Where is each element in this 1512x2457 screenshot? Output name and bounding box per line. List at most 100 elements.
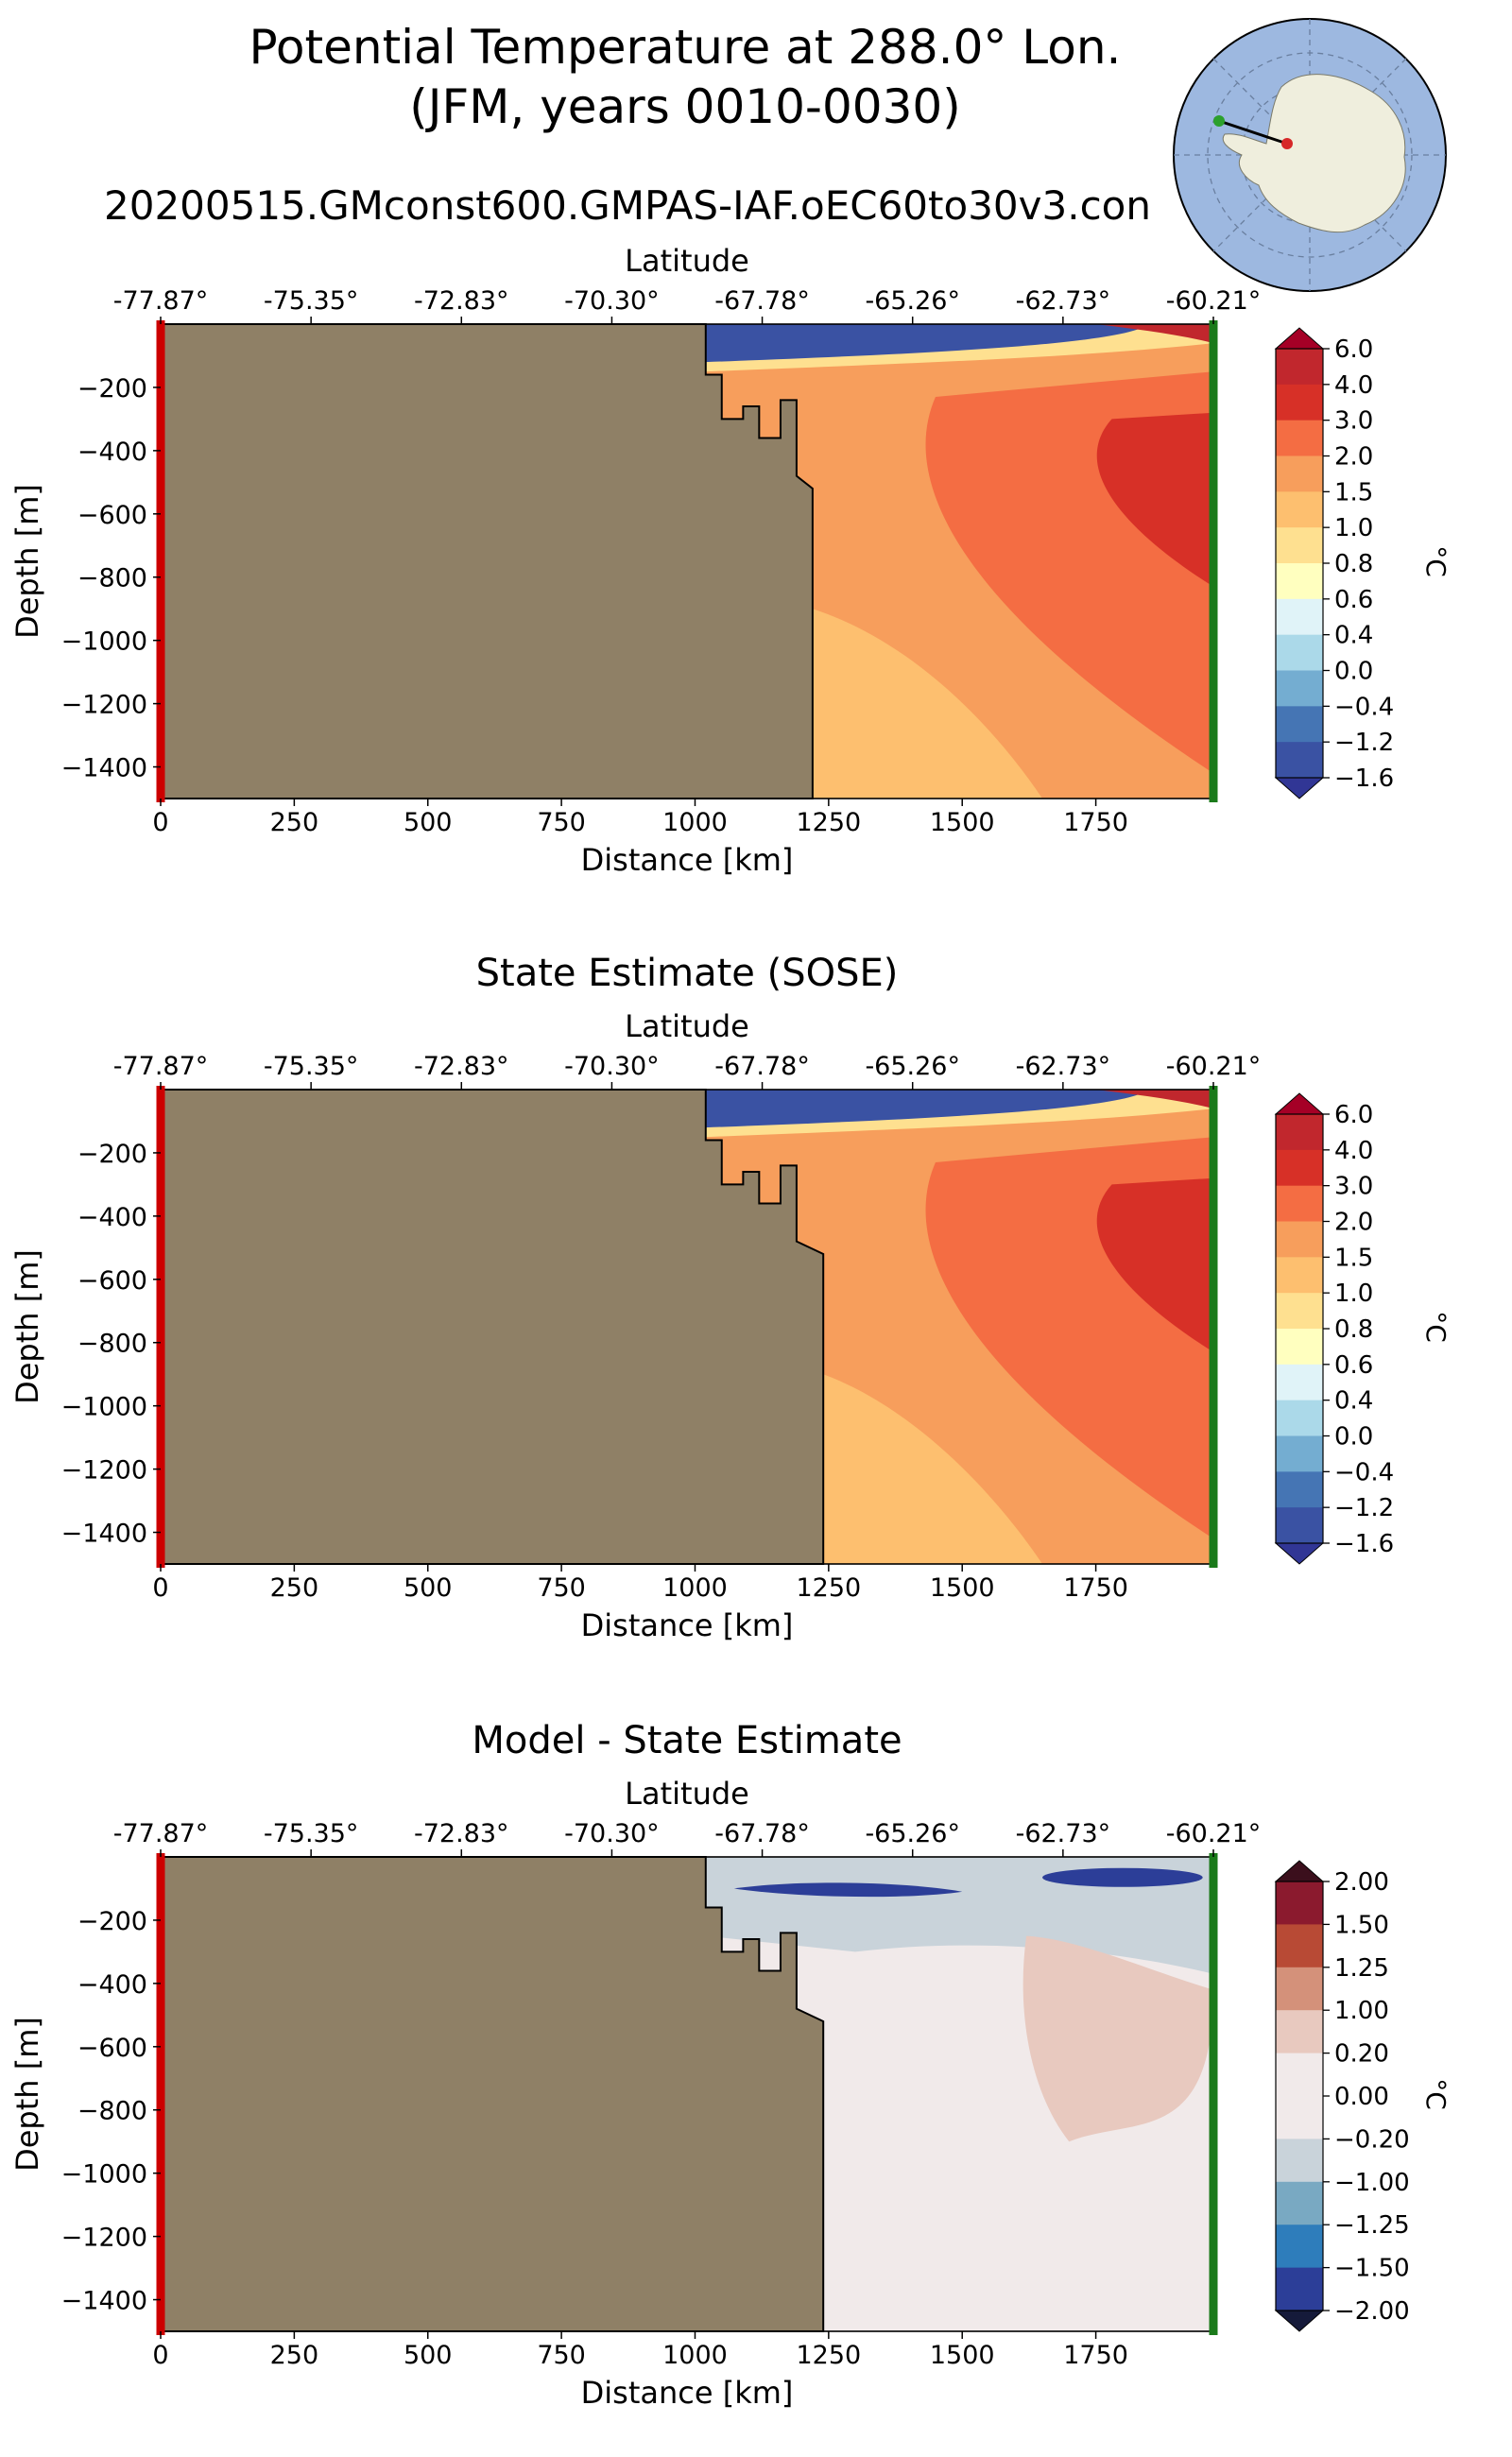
top-axis-label: Latitude [625,1008,749,1044]
x-tick-label: 1500 [930,2341,995,2370]
x-tick-label: 0 [152,808,168,837]
top-tick-label: -70.30° [564,1052,660,1081]
field-deep-light-orange [812,609,1043,799]
y-tick-label: −800 [77,1330,147,1359]
colorbar-segment [1276,1881,1323,1925]
colorbar-tick-label: 0.0 [1334,658,1373,686]
field-deep-light-orange [823,1374,1043,1564]
colorbar-tick-label: 0.8 [1334,1315,1373,1344]
colorbar-segment [1276,2267,1323,2311]
field-red-core [1096,412,1213,587]
run-name: 20200515.GMconst600.GMPAS-IAF.oEC60to30v… [104,182,1151,229]
colorbar-tick-label: 0.0 [1334,1423,1373,1452]
figure-subtitle: (JFM, years 0010-0030) [409,79,960,134]
colorbar-tick-label: 6.0 [1334,335,1373,364]
top-tick-label: -62.73° [1016,1052,1111,1081]
colorbar-segment [1276,2181,1323,2225]
y-tick-label: −600 [77,1266,147,1296]
x-tick-label: 1500 [930,1573,995,1603]
colorbar-tick-label: 0.20 [1334,2040,1389,2069]
colorbar-tick-label: −1.50 [1334,2255,1410,2283]
colorbar-tick-label: 1.5 [1334,478,1373,507]
x-tick-label: 750 [537,808,586,837]
colorbar-segment [1276,1185,1323,1222]
y-tick-label: −200 [77,374,147,404]
colorbar-unit-label: °C [1420,2078,1452,2110]
x-tick-label: 1250 [796,808,861,837]
colorbar-tick-label: 6.0 [1334,1101,1373,1129]
y-axis-label: Depth [m] [9,1249,45,1404]
y-tick-label: −600 [77,501,147,530]
colorbar-segment [1276,1400,1323,1436]
chart-panel-3: Model - State Estimate 0 250 500 750 1000 1250… [9,1719,1452,2411]
colorbar-segment [1276,2139,1323,2183]
x-axis-label: Distance [km] [581,2375,794,2411]
colorbar-segment [1276,742,1323,779]
colorbar-segment [1276,2096,1323,2139]
top-tick-label: -67.78° [714,1052,810,1081]
top-tick-label: -72.83° [414,1819,509,1848]
x-tick-label: 250 [270,808,319,837]
colorbar-unit-label: °C [1420,545,1452,577]
x-tick-label: 1500 [930,808,995,837]
panel-title: Model - State Estimate [472,1719,902,1762]
y-tick-label: −400 [77,1203,147,1232]
colorbar-extend-bottom [1274,777,1325,799]
top-tick-label: -70.30° [564,286,660,316]
x-tick-label: 1000 [662,2341,728,2370]
x-tick-label: 500 [404,808,453,837]
y-tick-label: −1200 [61,1456,147,1486]
colorbar-tick-label: 0.8 [1334,550,1373,578]
top-tick-label: -62.73° [1016,286,1111,316]
top-tick-label: -70.30° [564,1819,660,1848]
top-tick-label: -75.35° [264,1052,359,1081]
y-tick-label: −400 [77,1970,147,2000]
top-tick-label: -77.87° [113,1819,209,1848]
colorbar-tick-label: 1.0 [1334,1280,1373,1308]
y-tick-label: −1400 [61,754,147,783]
colorbar-tick-label: 1.0 [1334,514,1373,542]
colorbar-segment [1276,2053,1323,2097]
colorbar-tick-label: −1.2 [1334,729,1394,757]
y-tick-label: −800 [77,2097,147,2126]
x-tick-label: 250 [270,1573,319,1603]
top-tick-label: -67.78° [714,286,810,316]
y-tick-label: −800 [77,564,147,593]
colorbar-tick-label: 0.00 [1334,2083,1389,2111]
colorbar-segment [1276,1293,1323,1330]
colorbar-tick-label: 4.0 [1334,371,1373,400]
colorbar: 6.0 4.0 3.0 2.0 1.5 1.0 0.8 0.6 0.4 0.0 −0.4 −1.2 −1… [1274,1092,1452,1565]
colorbar-extend-bottom [1274,2310,1325,2332]
y-axis-label: Depth [m] [9,484,45,639]
colorbar-segment [1276,563,1323,600]
colorbar: 6.0 4.0 3.0 2.0 1.5 1.0 0.8 0.6 0.4 0.0 −0.4 −1.2 −1… [1274,327,1452,799]
colorbar-segment [1276,2225,1323,2269]
colorbar-segment [1276,384,1323,421]
colorbar-segment [1276,1114,1323,1151]
colorbar-unit-label: °C [1420,1311,1452,1343]
colorbar-segment [1276,1435,1323,1472]
top-tick-label: -75.35° [264,286,359,316]
colorbar-tick-label: −0.4 [1334,693,1394,721]
chart-panel-1: 0 250 500 750 1000 1250 1500 1750 Distance [km] -… [9,243,1452,878]
top-tick-label: -65.26° [865,286,960,316]
colorbar-tick-label: 2.00 [1334,1868,1389,1897]
colorbar-tick-label: 1.5 [1334,1244,1373,1272]
x-tick-label: 1750 [1063,808,1128,837]
y-axis-label: Depth [m] [9,2017,45,2172]
y-tick-label: −1000 [61,1393,147,1422]
colorbar-segment [1276,1967,1323,2011]
colorbar-tick-label: −1.00 [1334,2169,1410,2197]
colorbar-extend-top [1274,327,1325,350]
colorbar-tick-label: 0.4 [1334,622,1373,650]
colorbar-segment [1276,670,1323,707]
colorbar-segment [1276,706,1323,743]
colorbar-segment [1276,1149,1323,1187]
top-tick-label: -67.78° [714,1819,810,1848]
x-tick-label: 500 [404,1573,453,1603]
x-tick-label: 1750 [1063,2341,1128,2370]
x-tick-label: 250 [270,2341,319,2370]
top-tick-label: -62.73° [1016,1819,1111,1848]
x-tick-label: 750 [537,1573,586,1603]
colorbar-segment [1276,527,1323,564]
